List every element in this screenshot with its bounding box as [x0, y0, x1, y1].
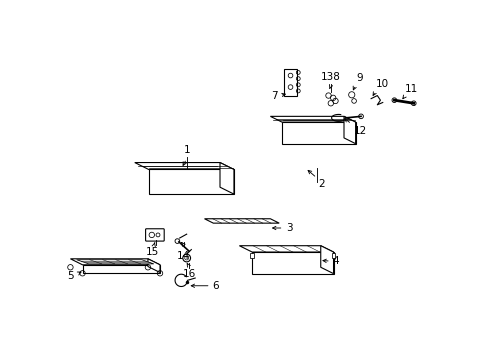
Polygon shape	[135, 163, 233, 170]
Polygon shape	[70, 259, 160, 265]
Polygon shape	[148, 170, 233, 194]
Text: 6: 6	[212, 281, 219, 291]
Text: 14: 14	[177, 251, 190, 261]
Polygon shape	[343, 116, 355, 144]
Polygon shape	[252, 252, 333, 274]
Polygon shape	[239, 246, 333, 252]
Text: 7: 7	[271, 91, 278, 100]
Polygon shape	[270, 116, 355, 122]
Text: 4: 4	[332, 256, 338, 266]
Polygon shape	[77, 260, 154, 264]
FancyBboxPatch shape	[145, 229, 164, 241]
Text: 2: 2	[318, 179, 325, 189]
Polygon shape	[282, 122, 355, 144]
Polygon shape	[220, 163, 233, 194]
Bar	[331, 253, 335, 258]
Text: 3: 3	[285, 223, 292, 233]
Bar	[284, 69, 296, 96]
Text: 12: 12	[353, 126, 366, 136]
Text: 10: 10	[375, 80, 388, 89]
Text: 138: 138	[320, 72, 340, 82]
Text: 1: 1	[183, 145, 190, 155]
Polygon shape	[148, 259, 160, 273]
Polygon shape	[82, 265, 160, 273]
Text: 15: 15	[145, 247, 159, 257]
Text: 9: 9	[356, 73, 362, 83]
Bar	[250, 253, 254, 258]
Polygon shape	[320, 246, 333, 274]
Text: 16: 16	[182, 269, 195, 279]
Text: 11: 11	[405, 84, 418, 94]
Text: 5: 5	[67, 271, 74, 281]
Polygon shape	[204, 219, 279, 223]
